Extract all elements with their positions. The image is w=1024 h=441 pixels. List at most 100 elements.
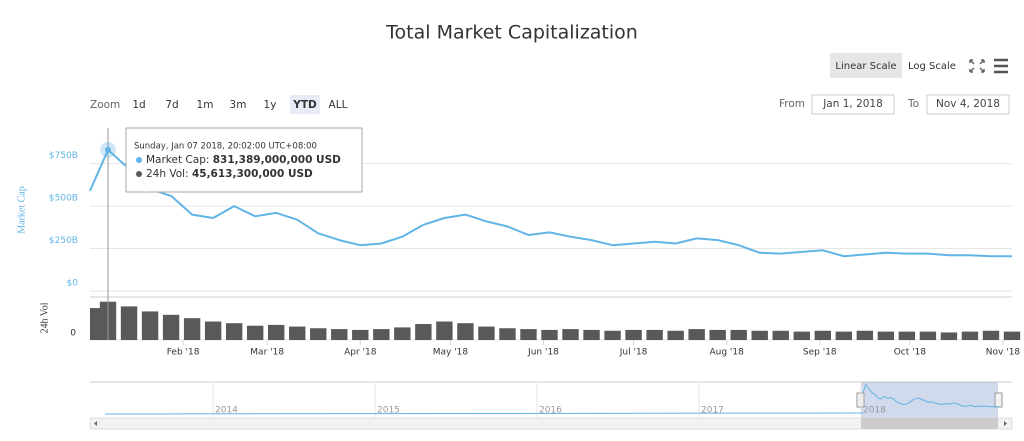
tooltip-value: 45,613,300,000 USD [192,168,313,180]
volume-bar [835,331,853,340]
from-label: From [779,98,805,110]
range-button[interactable]: 1d [132,99,145,111]
volume-bar [1003,331,1021,340]
navigator-line [862,383,1000,408]
fullscreen-icon[interactable] [969,59,985,73]
volume-bar [310,328,327,340]
tooltip-dot [136,171,142,177]
from-input[interactable] [811,94,895,115]
volume-bar [183,318,201,340]
volume-bar [394,327,411,340]
range-button[interactable]: 3m [230,99,247,111]
linear-scale-bg [830,53,902,78]
navigator-year: 2017 [701,406,724,416]
range-button-bg [290,95,320,114]
volume-bar [583,329,600,340]
tooltip-value: 831,389,000,000 USD [213,154,341,166]
range-button[interactable]: ALL [329,99,348,111]
tooltip-box [125,127,363,193]
to-input[interactable] [926,94,1010,115]
tooltip-header: Sunday, Jan 07 2018, 20:02:00 UTC+08:00 [134,142,317,152]
range-button[interactable]: 1m [197,99,214,111]
volume-bar [457,323,474,340]
volume-bar [499,328,516,340]
x-tick-label: Jul '18 [619,348,648,358]
y2-tick-label: 0 [70,329,76,339]
tooltip-item: Market Cap: 831,389,000,000 USD [146,154,341,166]
x-tick-label: May '18 [433,348,469,358]
volume-bar [562,329,579,340]
volume-bar [982,330,1000,340]
scrollbar-thumb[interactable] [861,418,998,429]
y-tick-label: $500B [49,194,78,204]
volume-bar [751,330,768,340]
volume-bar [520,329,537,340]
log-scale-button[interactable]: Log Scale [908,61,956,72]
volume-bar [373,329,390,340]
volume-bar [793,331,810,340]
y2-axis-title: 24h Vol [39,302,50,333]
volume-bar [162,314,180,340]
x-tick-label: Feb '18 [167,348,200,358]
x-tick-label: Nov '18 [986,348,1021,358]
volume-bar [814,330,831,340]
volume-bar [204,321,222,340]
range-button[interactable]: 1y [264,99,277,111]
x-tick-label: Oct '18 [894,348,927,358]
to-label: To [907,98,919,110]
volume-bar [961,331,979,340]
volume-bar [352,329,369,340]
volume-bar [877,331,895,340]
range-button[interactable]: YTD [292,99,317,111]
volume-bar [541,329,558,340]
y-axis-title: Market Cap [16,186,27,234]
chart-title: Total Market Capitalization [385,22,638,44]
y-tick-label: $750B [49,151,78,161]
linear-scale-button[interactable]: Linear Scale [835,61,896,72]
volume-bar [225,323,243,340]
volume-bar [268,324,285,340]
volume-bar [331,329,348,340]
x-tick-label: Sep '18 [803,348,837,358]
volume-bar [120,306,138,340]
volume-bar [772,330,789,340]
x-tick-label: Apr '18 [344,348,377,358]
volume-bar [415,324,432,340]
volume-bar [940,332,958,340]
volume-bar [688,329,705,340]
scrollbar-track [89,417,1013,430]
y-tick-label: $0 [67,279,79,289]
volume-bar [919,331,937,340]
volume-bar [604,330,621,340]
x-tick-label: Mar '18 [250,348,284,358]
menu-icon[interactable] [994,58,1008,74]
volume-bar [436,321,453,340]
volume-bar [625,329,642,340]
tooltip-dot [136,157,142,163]
y-tick-label: $250B [49,236,78,246]
range-button[interactable]: 7d [165,99,178,111]
navigator-baseline [104,412,864,415]
volume-bar [141,311,159,340]
navigator-year: 2015 [377,406,400,416]
volume-bar [646,329,663,340]
navigator-year: 2018 [863,406,886,416]
tooltip-item: 24h Vol: 45,613,300,000 USD [146,168,313,180]
tooltip-label: 24h Vol: [146,168,189,180]
volume-bar [246,325,264,340]
navigator-year: 2016 [539,406,562,416]
tooltip-label: Market Cap: [146,154,209,166]
volume-bar [478,326,495,340]
volume-bar [289,326,306,340]
volume-bar [856,330,874,340]
volume-bar [709,329,726,340]
hover-point [105,146,112,153]
navigator-handle[interactable] [994,392,1003,408]
volume-bar [730,329,747,340]
x-tick-label: Aug '18 [710,348,745,358]
volume-bar [667,330,684,340]
to-value: Nov 4, 2018 [936,98,1000,110]
from-value: Jan 1, 2018 [822,98,883,110]
